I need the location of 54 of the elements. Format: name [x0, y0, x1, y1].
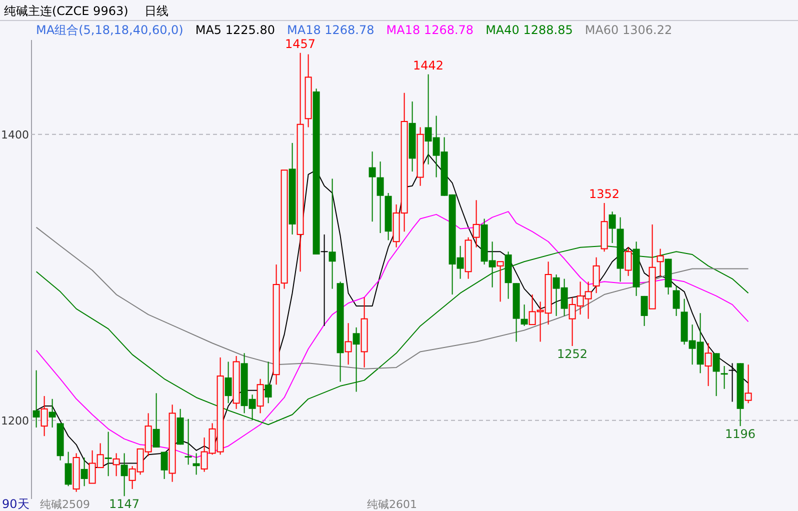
candlestick — [640, 295, 648, 326]
chart-title: 纯碱主连(CZCE 9963) — [4, 4, 128, 18]
chart-subtitle: 日线 — [144, 4, 168, 18]
text: MA18 1268.78 — [287, 23, 374, 37]
y-tick-label: 1200 — [1, 414, 29, 428]
candlestick — [256, 378, 264, 414]
candlestick — [160, 451, 168, 480]
annotation: 1352 — [589, 187, 620, 202]
annotation: 1457 — [285, 36, 316, 51]
candlestick — [368, 151, 376, 222]
candlestick — [264, 361, 272, 404]
line-series — [36, 226, 749, 370]
candlestick — [712, 352, 720, 397]
candlestick — [744, 364, 752, 404]
candlestick — [624, 246, 632, 276]
text: MA组合(5,18,18,40,60,0) — [36, 23, 184, 37]
text: MA5 1225.80 — [195, 23, 275, 37]
candlestick — [344, 322, 352, 366]
candlestick — [112, 452, 120, 477]
candlestick — [320, 234, 328, 326]
candlestick — [472, 200, 480, 248]
candlestick — [184, 418, 192, 466]
annotation: 1442 — [413, 58, 444, 72]
candlestick — [520, 304, 528, 326]
candlestick — [104, 431, 112, 477]
candlestick — [496, 261, 504, 302]
annotation: 1196 — [725, 427, 756, 442]
annotation: 纯碱2509 — [40, 498, 90, 511]
annotation: 纯碱2601 — [367, 498, 417, 511]
y-tick-label: 1400 — [1, 128, 29, 142]
text: MA40 1288.85 — [486, 23, 573, 37]
candlestick — [32, 370, 40, 428]
candlestick — [120, 452, 128, 497]
candlestick — [328, 178, 336, 290]
annotation: 1147 — [109, 497, 140, 511]
candlestick — [720, 366, 728, 390]
candlestick — [224, 361, 232, 404]
candlestick — [352, 326, 360, 392]
candlestick — [592, 256, 600, 294]
candlestick — [64, 451, 72, 487]
text: MA18 1268.78 — [386, 23, 474, 37]
candlestick — [728, 362, 736, 402]
candlestick — [656, 248, 664, 276]
text: MA60 1306.22 — [584, 23, 672, 37]
candlestick — [704, 342, 712, 387]
candlestick — [376, 161, 384, 234]
candlestick — [40, 396, 48, 437]
text: 90天 — [2, 497, 30, 511]
annotation: 1252 — [557, 347, 588, 361]
candlestick — [48, 398, 56, 428]
candlestick — [608, 211, 616, 244]
candlestick — [672, 285, 680, 316]
candlestick — [152, 392, 160, 448]
candlestick — [80, 457, 88, 487]
